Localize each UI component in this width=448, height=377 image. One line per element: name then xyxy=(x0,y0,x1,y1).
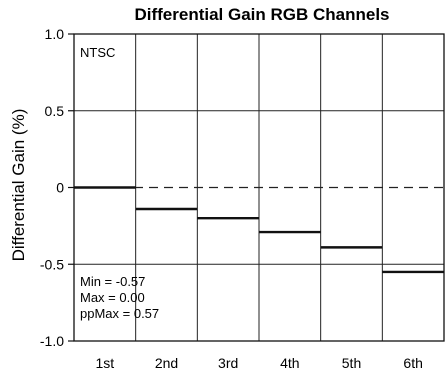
y-tick-labels: 1.0 0.5 0 -0.5 -1.0 xyxy=(40,26,74,349)
x-tick-label: 6th xyxy=(403,355,422,371)
y-tick-label: 0 xyxy=(56,180,64,196)
x-tick-labels: 1st 2nd 3rd 4th 5th 6th xyxy=(95,355,422,371)
y-tick-label: -0.5 xyxy=(40,256,64,272)
chart-title: Differential Gain RGB Channels xyxy=(134,5,389,24)
x-tick-label: 5th xyxy=(342,355,361,371)
y-tick-label: -1.0 xyxy=(40,333,64,349)
x-tick-label: 2nd xyxy=(155,355,178,371)
stat-min: Min = -0.57 xyxy=(80,274,145,289)
y-tick-label: 1.0 xyxy=(45,26,65,42)
x-tick-label: 1st xyxy=(95,355,114,371)
x-tick-label: 4th xyxy=(280,355,299,371)
y-tick-label: 0.5 xyxy=(45,103,65,119)
step-series xyxy=(74,186,444,274)
y-axis-label: Differential Gain (%) xyxy=(9,109,28,262)
standard-label: NTSC xyxy=(80,45,115,60)
stat-ppmax: ppMax = 0.57 xyxy=(80,306,159,321)
stat-max: Max = 0.00 xyxy=(80,290,145,305)
x-tick-label: 3rd xyxy=(218,355,238,371)
